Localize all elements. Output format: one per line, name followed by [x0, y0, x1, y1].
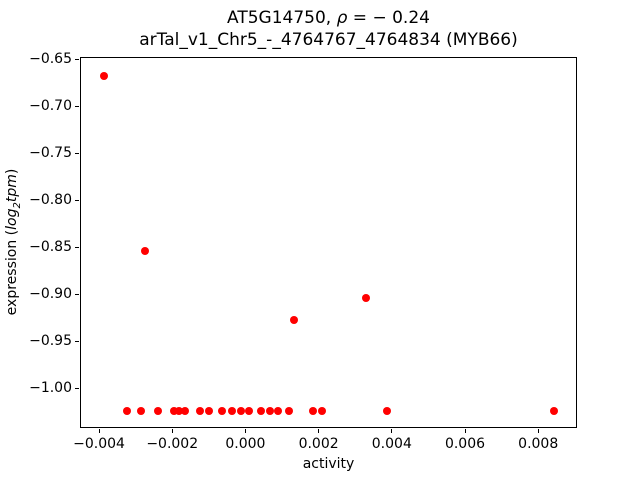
x-axis-label: activity — [302, 456, 355, 472]
scatter-point — [550, 406, 559, 415]
scatter-point — [170, 406, 179, 415]
x-tick-label: 0.000 — [225, 436, 266, 452]
y-tick-label: −0.90 — [29, 285, 72, 302]
y-tick-label: −0.75 — [29, 144, 72, 161]
scatter-point — [228, 406, 237, 415]
y-tick-label: −1.00 — [29, 379, 72, 396]
scatter-point — [289, 316, 298, 325]
x-tick-mark — [391, 429, 393, 433]
x-tick-mark — [171, 429, 173, 433]
scatter-point — [123, 406, 132, 415]
y-tick-label: −0.65 — [29, 50, 72, 67]
scatter-point — [181, 406, 190, 415]
plot-area — [80, 57, 577, 428]
scatter-point — [265, 406, 274, 415]
scatter-point — [318, 406, 327, 415]
y-tick-mark — [75, 59, 79, 61]
scatter-point — [218, 406, 227, 415]
x-tick-mark — [244, 429, 246, 433]
chart-title-line1: AT5G14750, ρ = − 0.24 — [227, 8, 430, 28]
y-tick-mark — [75, 294, 79, 296]
x-tick-label: −0.002 — [146, 436, 199, 452]
y-tick-mark — [75, 153, 79, 155]
chart-title-line2: arTal_v1_Chr5_-_4764767_4764834 (MYB66) — [139, 30, 518, 50]
x-tick-label: 0.008 — [518, 436, 559, 452]
scatter-point — [237, 406, 246, 415]
scatter-point — [245, 406, 254, 415]
y-tick-mark — [75, 341, 79, 343]
x-tick-label: 0.004 — [371, 436, 412, 452]
scatter-point — [273, 406, 282, 415]
scatter-point — [153, 406, 162, 415]
y-tick-mark — [75, 200, 79, 202]
scatter-point — [308, 406, 317, 415]
scatter-point — [383, 406, 392, 415]
scatter-point — [257, 406, 266, 415]
rho-symbol: ρ — [336, 8, 348, 28]
y-tick-label: −0.70 — [29, 97, 72, 114]
scatter-point — [175, 406, 184, 415]
scatter-point — [140, 246, 149, 255]
y-tick-mark — [75, 247, 79, 249]
y-tick-mark — [75, 388, 79, 390]
y-tick-label: −0.95 — [29, 332, 72, 349]
scatter-point — [136, 406, 145, 415]
x-tick-mark — [537, 429, 539, 433]
chart-title: AT5G14750, ρ = − 0.24 arTal_v1_Chr5_-_47… — [80, 7, 577, 51]
scatter-point — [284, 406, 293, 415]
x-tick-label: −0.004 — [73, 436, 125, 452]
y-tick-label: −0.80 — [29, 191, 72, 208]
scatter-point — [205, 406, 214, 415]
scatter-point — [99, 71, 108, 80]
x-tick-mark — [98, 429, 100, 433]
scatter-point — [362, 293, 371, 302]
x-tick-label: 0.006 — [444, 436, 486, 452]
y-tick-mark — [75, 106, 79, 108]
y-tick-label: −0.85 — [29, 238, 72, 255]
scatter-point — [196, 406, 205, 415]
x-tick-mark — [464, 429, 466, 433]
x-tick-mark — [318, 429, 320, 433]
x-tick-label: 0.002 — [298, 436, 339, 452]
